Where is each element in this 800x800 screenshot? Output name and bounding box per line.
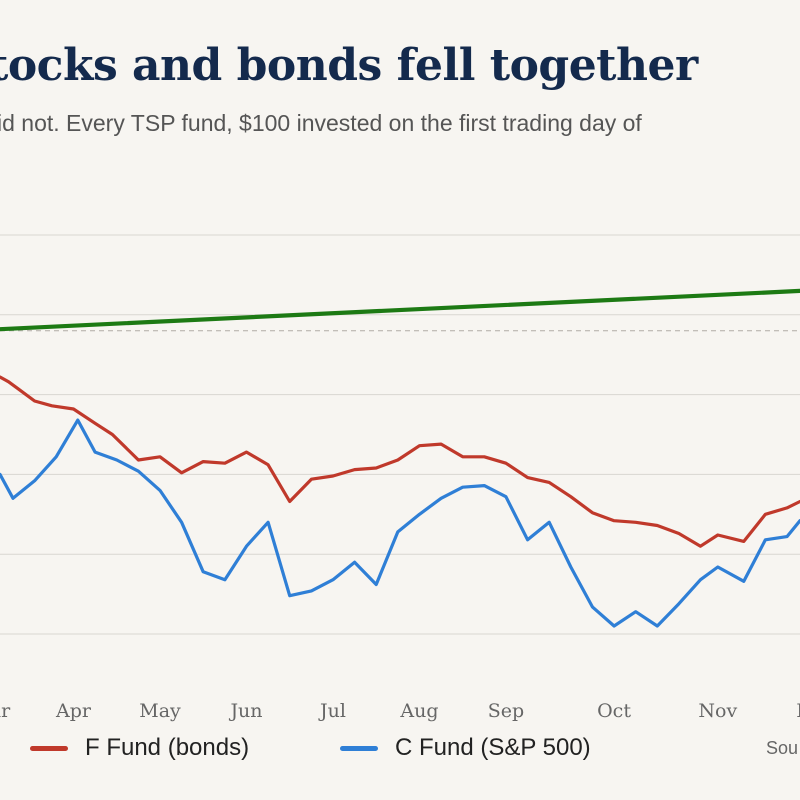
grid-layer — [0, 234, 800, 635]
legend-swatch-f-fund — [30, 746, 68, 751]
legend-label-c-fund: C Fund (S&P 500) — [395, 734, 591, 761]
legend-label-f-fund: F Fund (bonds) — [85, 734, 250, 761]
source-note: Sou — [766, 738, 799, 758]
x-tick-label: Sep — [488, 700, 524, 722]
x-tick-label: Oct — [597, 700, 631, 722]
legend-swatch-c-fund — [340, 746, 378, 751]
series-layer — [0, 288, 800, 628]
x-tick-label: May — [139, 700, 181, 722]
series-line-g-fund — [0, 288, 800, 332]
chart-title: tocks and bonds fell together — [0, 40, 698, 91]
series-line-c-fund — [0, 418, 800, 628]
x-tick-label: Nov — [698, 700, 737, 722]
x-tick-label: Aug — [399, 700, 438, 722]
x-axis: ar Apr May Jun Jul Aug Sep Oct Nov I — [0, 700, 800, 722]
x-tick-label: ar — [0, 700, 11, 722]
x-tick-label: Jun — [228, 700, 262, 722]
x-tick-label: Jul — [318, 700, 346, 722]
chart-subtitle: id not. Every TSP fund, $100 invested on… — [0, 110, 642, 136]
x-tick-label: Apr — [55, 700, 92, 722]
x-tick-label: I — [796, 700, 800, 722]
series-line-f-fund — [0, 375, 800, 548]
